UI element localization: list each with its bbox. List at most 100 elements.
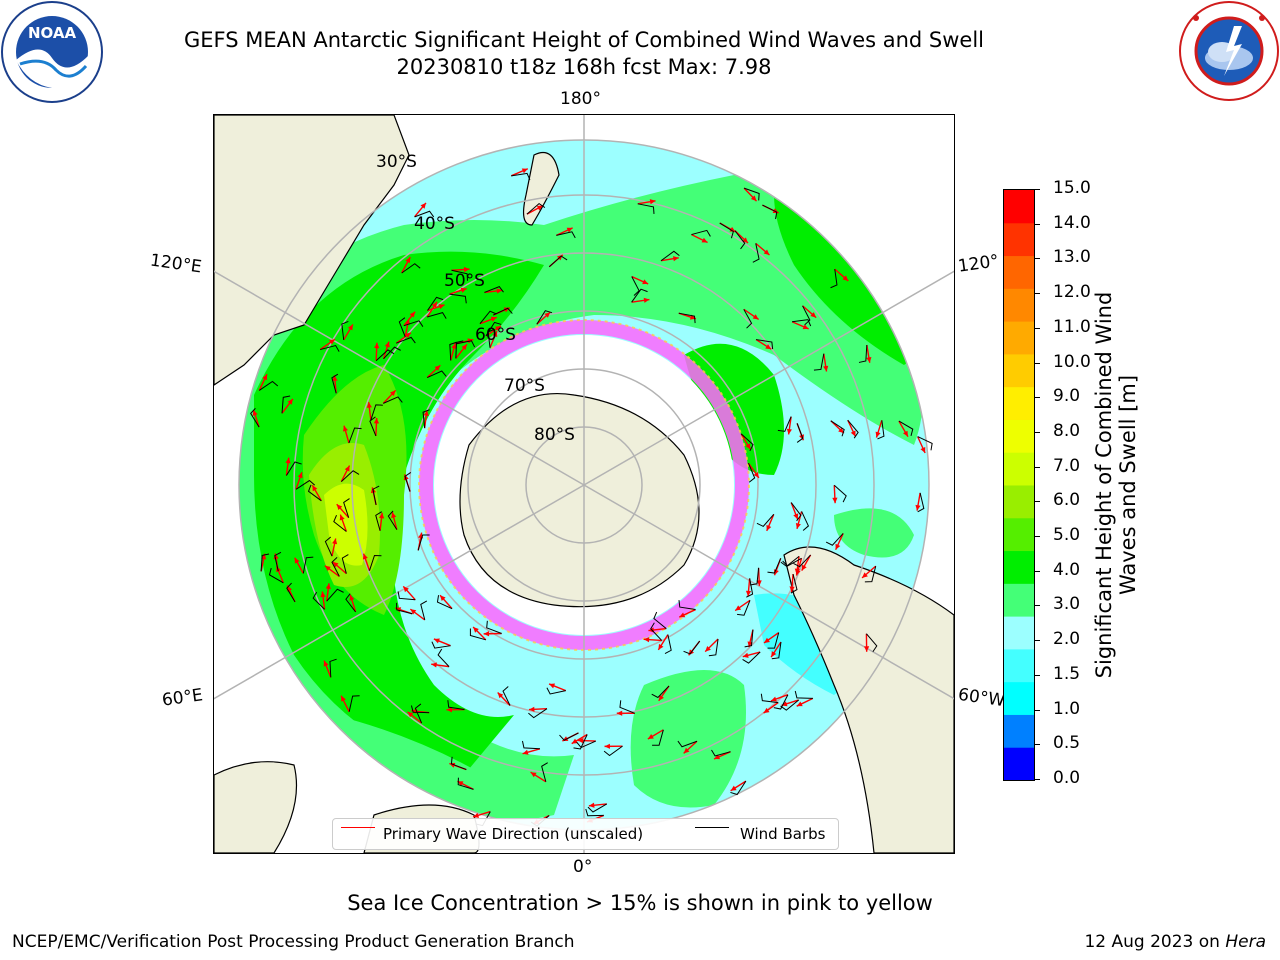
wave-arrow-head: [423, 410, 429, 416]
wave-arrow-head: [875, 431, 881, 438]
wave-arrow-head: [763, 249, 770, 256]
wave-arrow-head: [409, 311, 416, 318]
colorbar-segment: [1004, 452, 1034, 486]
wind-barb: [345, 593, 357, 613]
colorbar-tick-mark: [1034, 570, 1040, 572]
wind-barb: [417, 534, 430, 551]
wave-arrow-head: [434, 365, 441, 371]
wave-arrow-head: [312, 485, 318, 492]
wind-barb: [631, 288, 648, 303]
colorbar-segment: [1004, 550, 1034, 584]
wave-arrow-head: [735, 605, 742, 611]
wind-barb: [660, 250, 680, 262]
wave-arrow-head: [339, 514, 345, 521]
wind-barb: [422, 409, 430, 429]
antarctica-land: [459, 393, 700, 608]
colorbar-tick-label: 13.0: [1053, 247, 1091, 268]
lat-label-80: 80°S: [534, 425, 575, 445]
colorbar-tick-mark: [1034, 674, 1040, 676]
wave-arrow-head: [329, 339, 335, 345]
wave-arrow-head: [460, 287, 467, 293]
colorbar-tick-mark: [1034, 397, 1040, 399]
colorbar-tick-label: 14.0: [1053, 212, 1091, 233]
wind-barb: [469, 628, 486, 641]
wind-barb: [493, 307, 513, 316]
wave-arrow-head: [794, 568, 800, 575]
wind-barb: [427, 296, 444, 311]
colorbar-tick-mark: [1034, 293, 1040, 295]
australia-land: [214, 115, 410, 386]
wave-arrow-head: [287, 398, 293, 405]
wind-barb: [528, 708, 548, 719]
colorbar-tick-label: 4.0: [1053, 559, 1081, 580]
wind-barb: [556, 231, 576, 239]
wind-barb: [375, 511, 382, 531]
wave-arrow-head: [802, 324, 809, 330]
wind-barb: [404, 472, 412, 492]
wind-barb: [312, 591, 325, 610]
wave-arrow-head: [530, 772, 537, 778]
colorbar-tick-mark: [1034, 709, 1040, 711]
wave-arrow-head: [332, 561, 339, 568]
colorbar-segment: [1004, 747, 1034, 781]
wave-arrow-head: [786, 428, 792, 435]
colorbar-segment: [1004, 714, 1034, 748]
wind-barb: [479, 310, 497, 324]
wind-barb: [375, 349, 395, 362]
wave-arrow-head: [577, 737, 584, 744]
wave-arrow-head: [463, 266, 470, 273]
wave-arrow-head: [730, 785, 737, 791]
wave-arrow-head: [446, 707, 452, 713]
wave-arrow-head: [752, 314, 759, 320]
colorbar-tick-label: 2.0: [1053, 629, 1081, 650]
colorbar-tick-label: 15.0: [1053, 178, 1091, 198]
map-legend: Primary Wave Direction (unscaled) Wind B…: [332, 818, 839, 850]
wave-arrow-head: [349, 594, 355, 601]
wind-barb: [748, 462, 756, 483]
colorbar-tick-mark: [1034, 223, 1040, 225]
wind-barb: [653, 611, 667, 629]
wind-barb: [683, 640, 701, 655]
wind-barb: [743, 309, 753, 329]
wind-barb: [333, 514, 347, 532]
wind-barb: [541, 762, 548, 782]
colorbar-segment: [1004, 648, 1034, 683]
wave-arrow-head: [391, 512, 397, 519]
wave-arrow-head: [643, 637, 650, 643]
colorbar-tick-label: 10.0: [1053, 351, 1091, 372]
wave-arrow-head: [770, 696, 777, 702]
colorbar-segment: [1004, 616, 1034, 650]
meridian-line: [583, 270, 954, 486]
wave-arrow-head: [801, 564, 807, 571]
wind-barb: [790, 573, 798, 594]
wind-barb: [559, 732, 579, 741]
polar-map: 30°S 40°S 50°S 60°S 70°S 80°S Primary Wa…: [213, 114, 955, 854]
wave-arrow-head: [544, 312, 551, 318]
wind-barb: [771, 641, 782, 660]
wave-arrow-head: [362, 553, 368, 560]
wind-barb: [767, 632, 780, 649]
wave-arrow-head: [745, 443, 751, 450]
wind-barb: [427, 312, 447, 319]
wave-arrow-head: [742, 652, 749, 658]
colorbar-tick-label: 0.5: [1053, 733, 1081, 754]
colorbar-tick-mark: [1034, 362, 1040, 364]
wind-barb: [802, 305, 811, 326]
wind-barb: [917, 436, 933, 451]
wind-barb: [295, 479, 316, 490]
wind-barb: [664, 634, 672, 654]
run-date-text: 12 Aug 2023 on: [1084, 932, 1220, 952]
wave-arrow-head: [325, 583, 331, 590]
colorbar-tick-label: 3.0: [1053, 594, 1081, 615]
wind-barb: [752, 243, 760, 263]
wave-arrow-head: [616, 710, 623, 716]
colorbar-segment: [1004, 386, 1034, 420]
wave-arrow-head: [643, 297, 650, 303]
colorbar-segment: [1004, 190, 1034, 224]
wind-barb: [486, 620, 502, 634]
noaa-logo: NOAA: [0, 0, 104, 104]
wind-barb: [410, 705, 430, 714]
wind-barb: [331, 373, 339, 394]
colorbar-tick-mark: [1034, 189, 1040, 190]
wave-arrow-head: [323, 660, 329, 667]
